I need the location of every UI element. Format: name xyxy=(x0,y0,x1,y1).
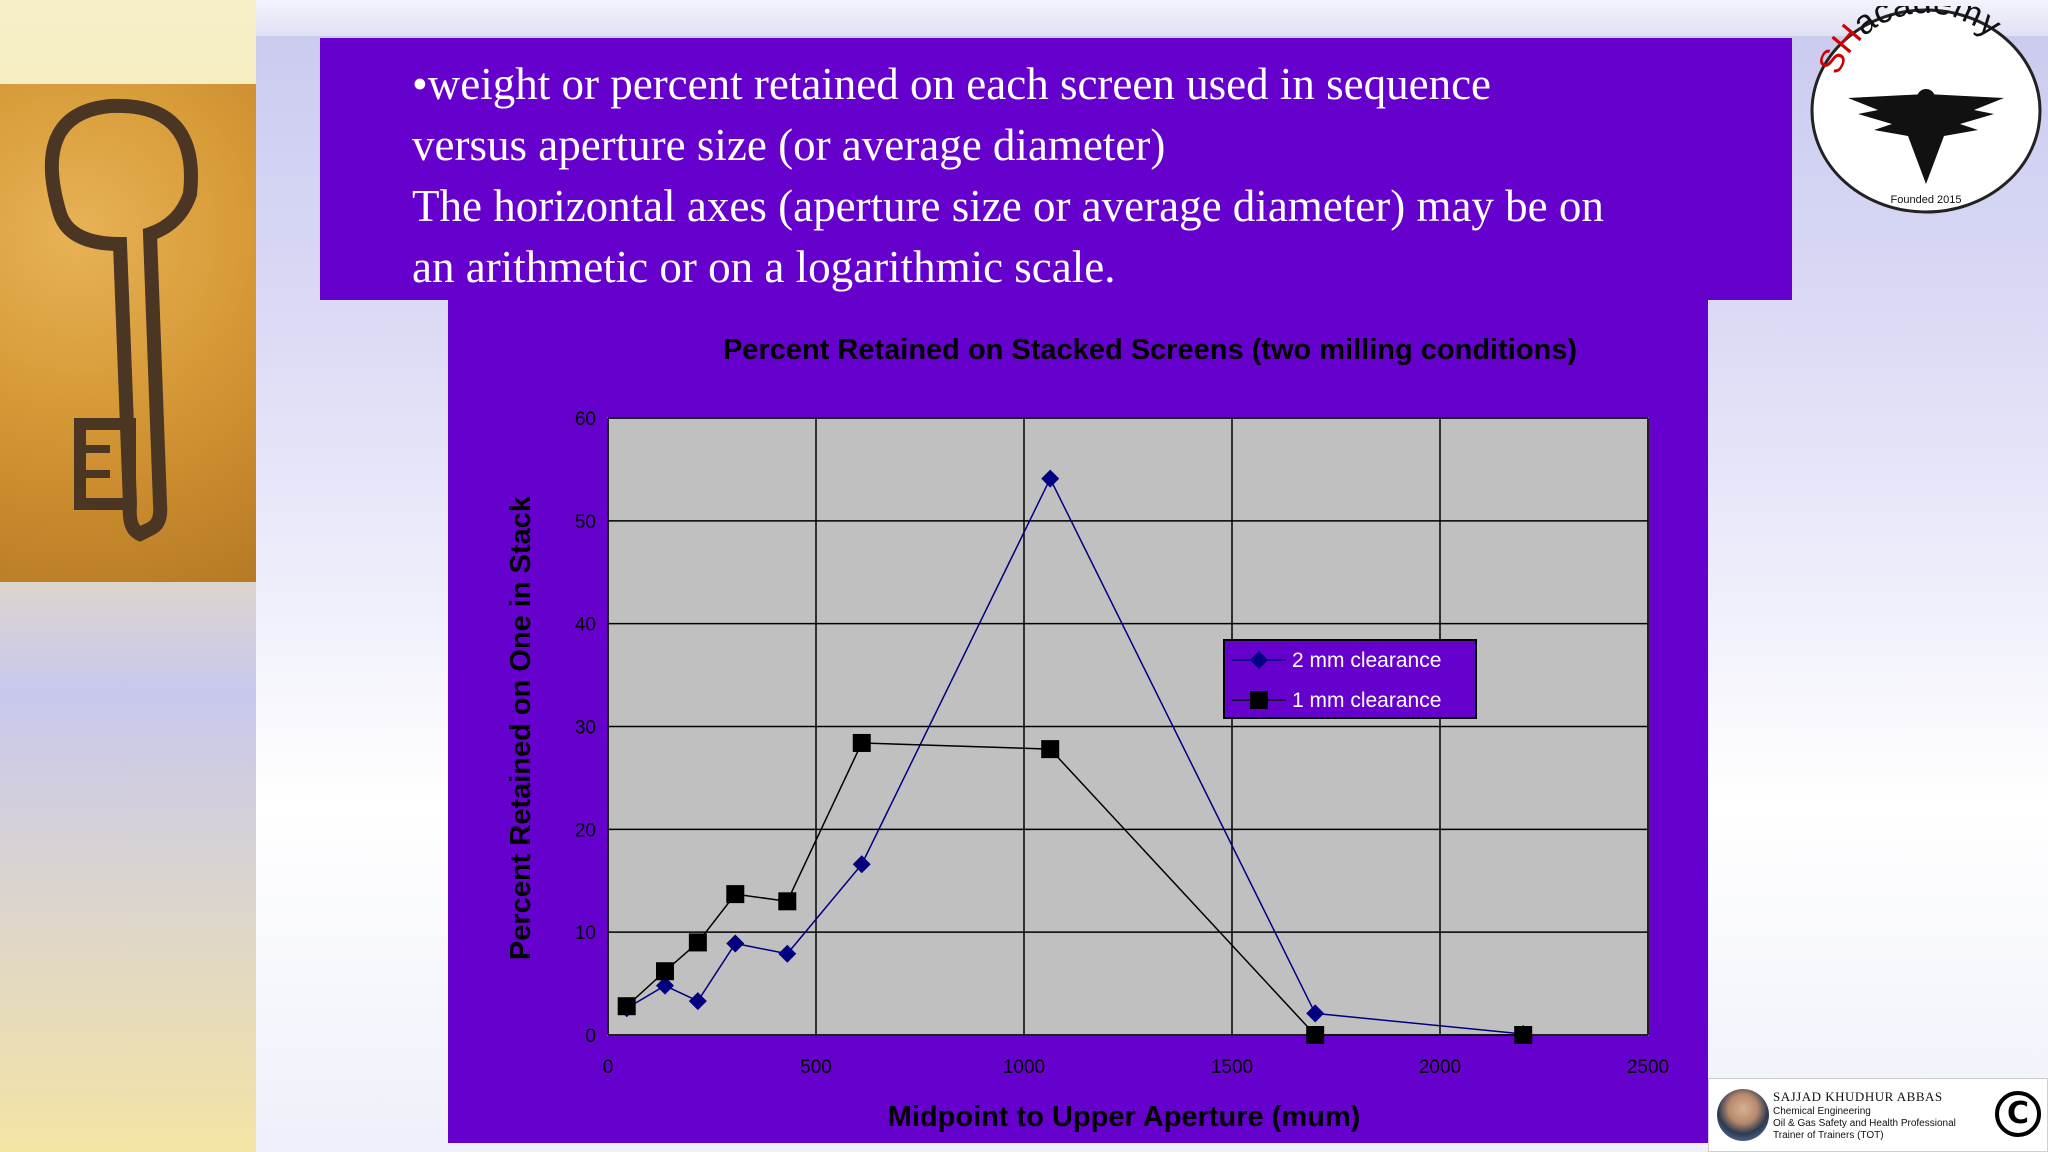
x-tick-label: 2000 xyxy=(1419,1057,1461,1078)
data-point xyxy=(778,892,797,911)
chart-title: Percent Retained on Stacked Screens (two… xyxy=(723,334,1577,366)
data-point xyxy=(778,944,797,963)
data-point xyxy=(655,976,674,995)
avatar xyxy=(1717,1089,1769,1141)
presenter-name: SAJJAD KHUDHUR ABBAS xyxy=(1773,1089,1943,1104)
data-point xyxy=(688,933,707,952)
x-tick-label: 1000 xyxy=(1003,1057,1045,1078)
x-axis-label: Midpoint to Upper Aperture (mum) xyxy=(888,1101,1361,1133)
data-point xyxy=(688,992,707,1011)
data-point xyxy=(852,855,871,874)
copyright-icon: C xyxy=(1995,1091,2041,1137)
data-point xyxy=(726,934,745,953)
data-point xyxy=(1306,1026,1325,1044)
key-illustration xyxy=(44,98,198,542)
x-tick-label: 2500 xyxy=(1627,1057,1669,1078)
presenter-credit: SAJJAD KHUDHUR ABBAS Chemical Engineerin… xyxy=(1708,1078,2048,1152)
x-tick-label: 500 xyxy=(800,1057,832,1078)
y-tick-label: 30 xyxy=(575,718,596,739)
data-point xyxy=(1041,740,1060,759)
x-tick-label: 0 xyxy=(603,1057,614,1078)
credit-line-2: Oil & Gas Safety and Health Professional xyxy=(1773,1118,1956,1129)
logo-founded-text: Founded 2015 xyxy=(1891,194,1962,206)
slide-text-box: •weight or percent retained on each scre… xyxy=(320,38,1792,300)
y-tick-label: 40 xyxy=(575,615,596,636)
text-line-3: The horizontal axes (aperture size or av… xyxy=(412,181,1604,231)
data-point xyxy=(1514,1026,1533,1044)
top-strip xyxy=(256,0,2048,36)
data-point xyxy=(1041,469,1060,488)
data-point xyxy=(726,885,745,904)
series-1 xyxy=(617,469,1533,1043)
bullet-line-1: •weight or percent retained on each scre… xyxy=(412,59,1492,109)
x-tick-label: 1500 xyxy=(1211,1057,1253,1078)
credit-line-1: Chemical Engineering xyxy=(1773,1106,1871,1117)
bullet-line-2: versus aperture size (or average diamete… xyxy=(412,120,1166,170)
text-line-4: an arithmetic or on a logarithmic scale. xyxy=(412,242,1116,292)
logo-seal: SHacademy Founded 2015 xyxy=(1810,0,2042,214)
key-photo xyxy=(0,84,256,582)
chart-svg: Percent Retained on Stacked Screens (two… xyxy=(505,334,1669,1133)
credit-line-3: Trainer of Trainers (TOT) xyxy=(1773,1130,1884,1141)
y-tick-label: 20 xyxy=(575,820,596,841)
chart-panel: Percent Retained on Stacked Screens (two… xyxy=(448,300,1708,1143)
eagle-icon xyxy=(1848,89,2004,184)
y-tick-label: 10 xyxy=(575,923,596,944)
legend-marker xyxy=(1250,691,1268,709)
y-axis-label: Percent Retained on One in Stack xyxy=(505,495,537,960)
legend: 2 mm clearance 1 mm clearance xyxy=(1223,639,1477,719)
data-point xyxy=(1306,1004,1325,1023)
legend-label: 1 mm clearance xyxy=(1292,689,1441,712)
data-point xyxy=(617,997,636,1016)
y-tick-label: 0 xyxy=(585,1026,596,1047)
legend-label: 2 mm clearance xyxy=(1292,649,1441,672)
data-point xyxy=(655,962,674,981)
legend-marker xyxy=(1250,651,1268,669)
y-tick-label: 50 xyxy=(575,512,596,533)
series-2 xyxy=(617,733,1533,1044)
data-point xyxy=(852,733,871,752)
y-tick-label: 60 xyxy=(575,409,596,430)
shacademy-logo: SHacademy Founded 2015 xyxy=(1808,0,2044,216)
